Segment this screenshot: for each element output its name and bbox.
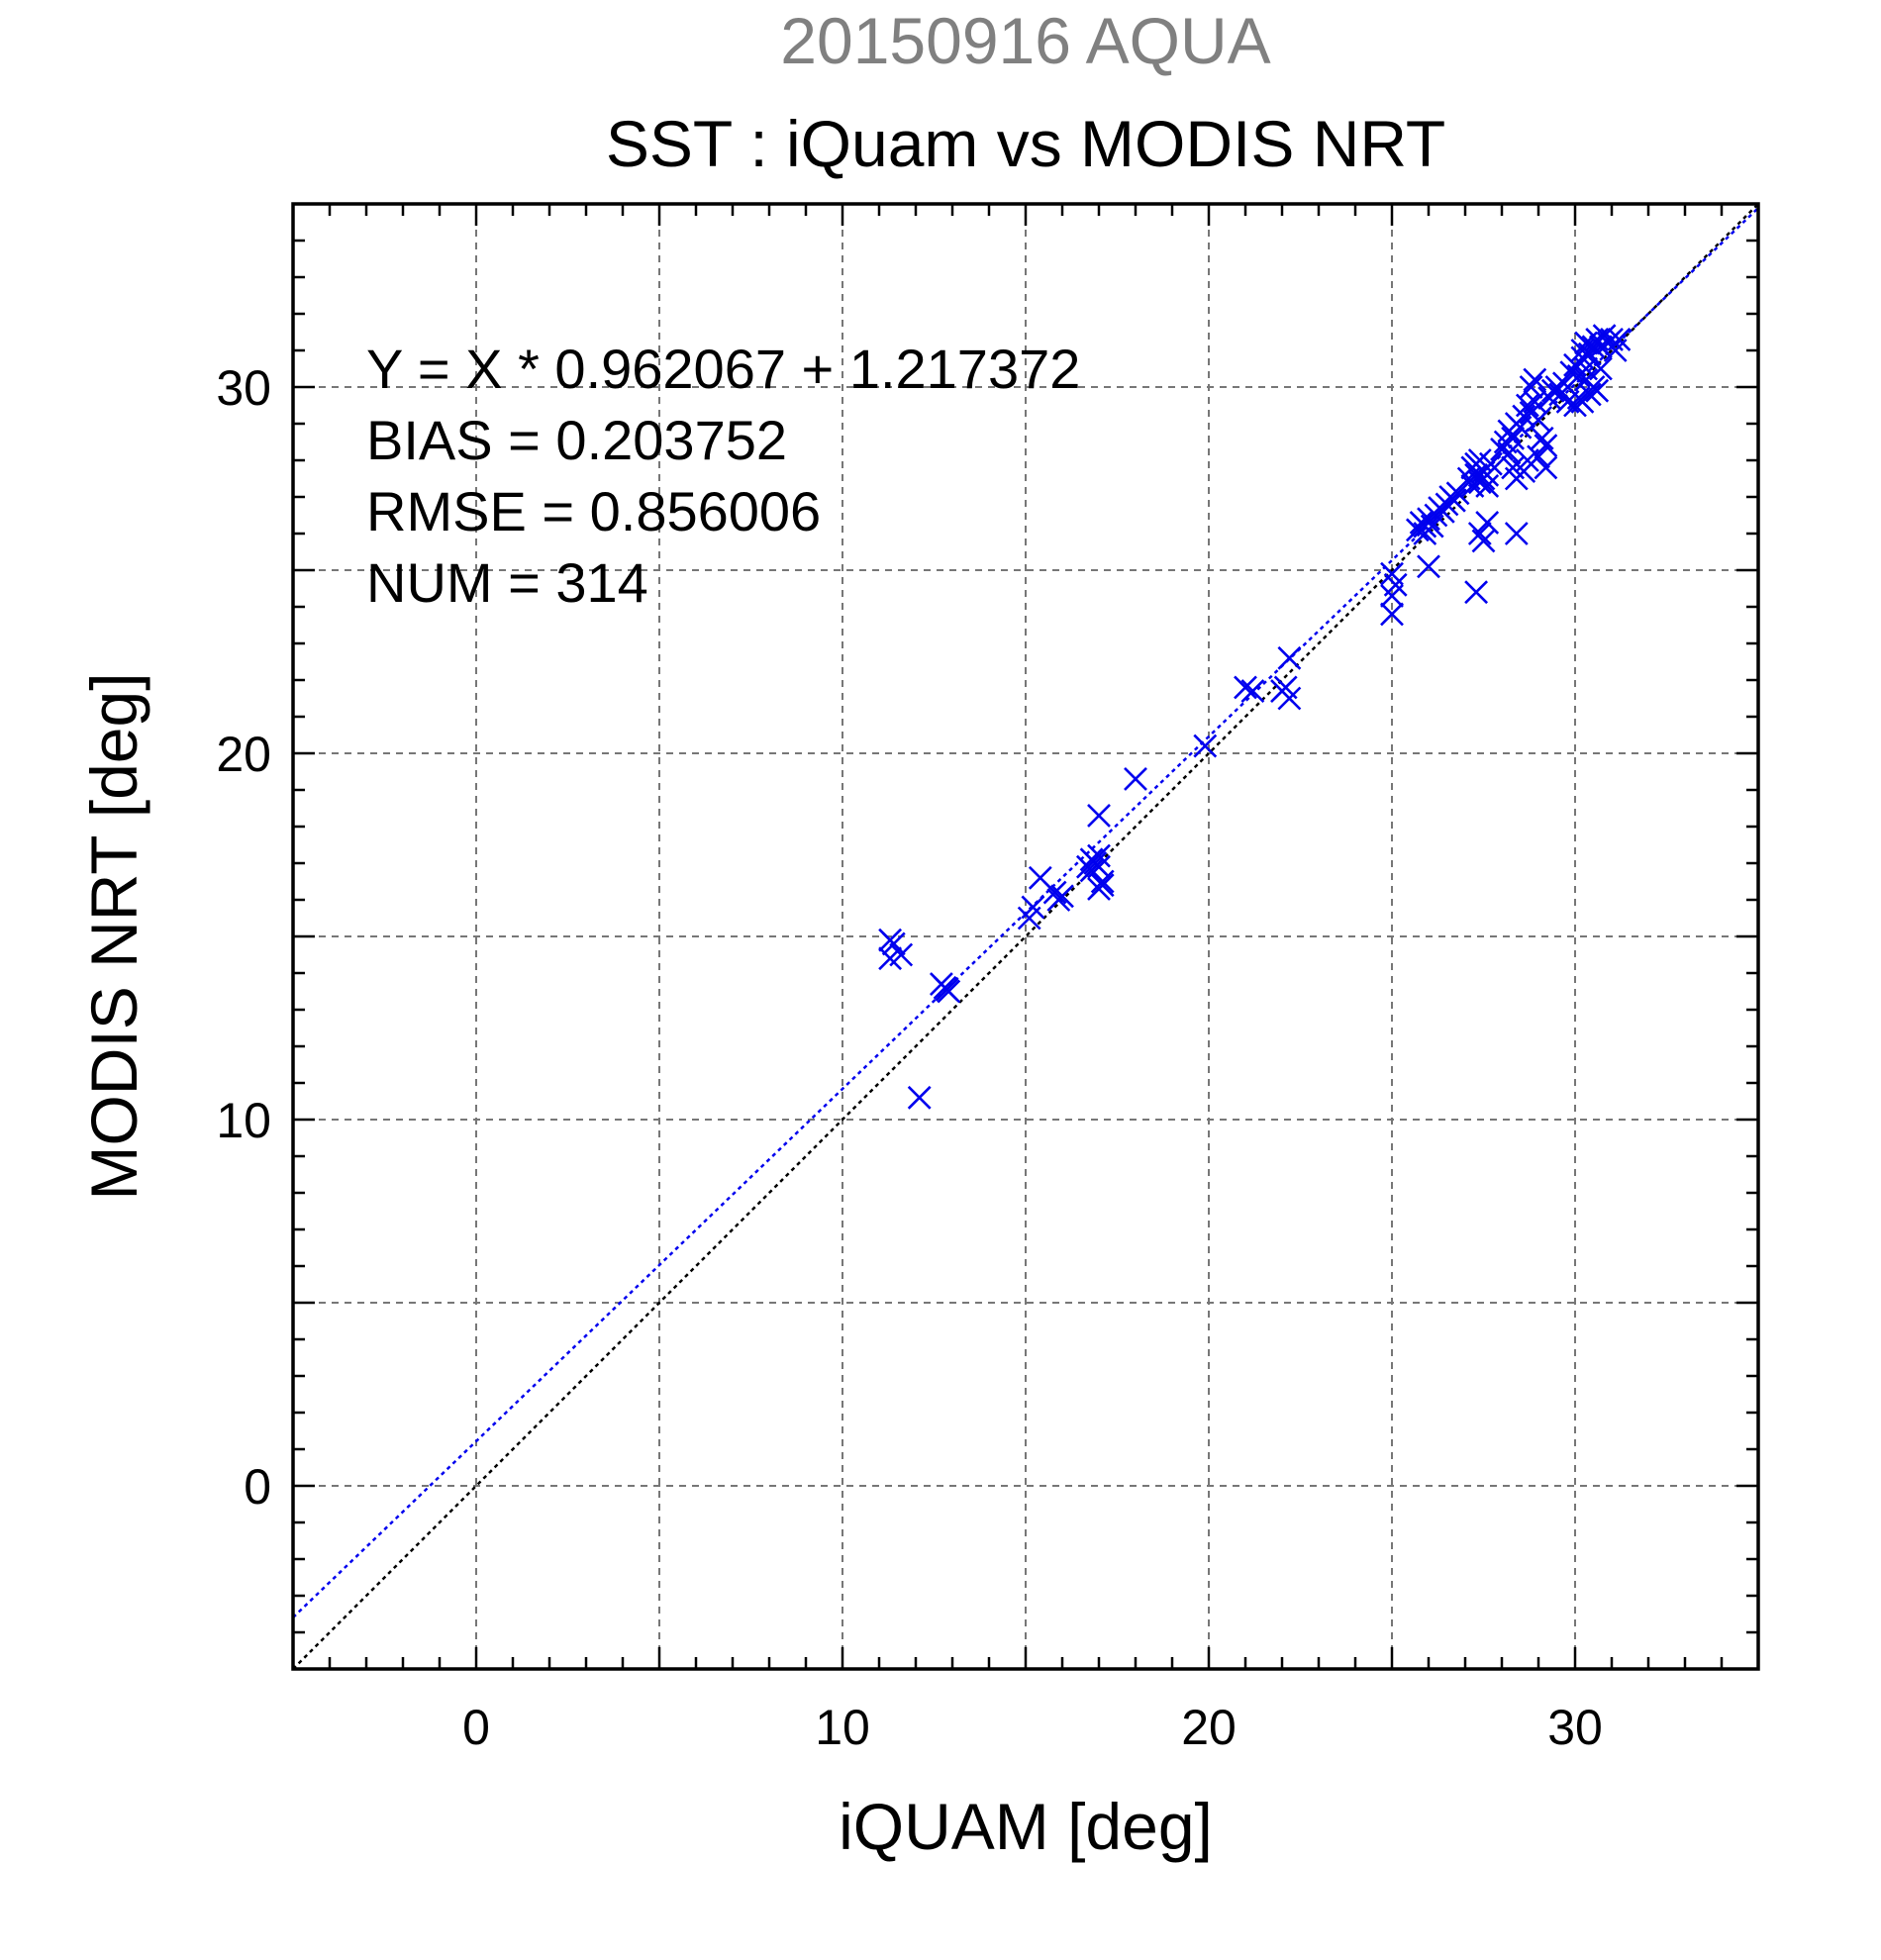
data-point: [1277, 645, 1302, 670]
data-point: [1046, 888, 1071, 912]
data-point: [1124, 766, 1147, 791]
data-point: [935, 977, 959, 1002]
data-point: [1515, 393, 1539, 418]
y-axis-title: MODIS NRT [deg]: [77, 672, 150, 1200]
data-point: [1417, 554, 1440, 579]
data-point: [1475, 473, 1500, 498]
x-tick-label: 20: [1181, 1700, 1237, 1755]
x-axis-title: iQUAM [deg]: [839, 1790, 1213, 1863]
data-point: [1471, 466, 1496, 491]
data-point: [1087, 876, 1111, 901]
data-point: [1090, 869, 1115, 894]
x-tick-label: 10: [815, 1700, 870, 1755]
data-point: [1087, 803, 1111, 828]
data-point: [1504, 522, 1529, 545]
data-points: [878, 324, 1632, 1110]
data-point: [907, 1085, 932, 1110]
data-point: [1413, 522, 1437, 545]
data-point: [1445, 481, 1470, 506]
data-point: [1467, 522, 1492, 545]
y-tick-label: 0: [244, 1459, 271, 1515]
data-point: [1464, 580, 1489, 605]
data-point: [1530, 426, 1554, 450]
data-point: [1234, 675, 1257, 700]
data-point: [1467, 448, 1492, 472]
data-point: [1021, 895, 1045, 920]
data-point: [1563, 393, 1587, 418]
rmse-value: RMSE = 0.856006: [366, 480, 821, 542]
data-point: [1592, 324, 1617, 348]
data-point: [1519, 375, 1543, 399]
data-point: [1527, 408, 1550, 433]
y-tick-label: 30: [216, 360, 271, 416]
data-point: [1497, 441, 1522, 465]
data-point: [1380, 602, 1404, 627]
chart-date-title: 20150916 AQUA: [780, 4, 1270, 77]
data-point: [1240, 679, 1265, 704]
regression-equation: Y = X * 0.962067 + 1.217372: [366, 338, 1080, 400]
data-point: [1523, 367, 1547, 392]
data-point: [1559, 360, 1584, 385]
data-point: [1527, 444, 1550, 469]
bias-value: BIAS = 0.203752: [366, 409, 787, 471]
data-point: [1501, 426, 1526, 450]
data-point: [1380, 561, 1404, 586]
y-tick-label: 10: [216, 1093, 271, 1148]
data-point: [1570, 389, 1595, 414]
data-point: [1577, 342, 1602, 366]
data-point: [1441, 488, 1466, 513]
data-point: [881, 931, 906, 956]
data-point: [1574, 356, 1599, 381]
data-point: [1273, 675, 1298, 700]
data-point: [1607, 327, 1632, 351]
data-point: [1087, 854, 1111, 879]
stats-box: Y = X * 0.962067 + 1.217372 BIAS = 0.203…: [366, 338, 1080, 614]
data-point: [1534, 455, 1558, 480]
data-point: [1471, 529, 1496, 553]
data-point: [1523, 389, 1547, 414]
plot-frame: [291, 202, 1760, 1671]
data-point: [1534, 434, 1558, 458]
x-tick-label: 0: [462, 1700, 490, 1755]
data-point: [1042, 880, 1067, 905]
tick-labels: 0 0 10 10 20 20 30 30: [216, 360, 1602, 1755]
x-tick-label: 30: [1547, 1700, 1603, 1755]
y-tick-label: 20: [216, 727, 271, 782]
data-point: [889, 942, 914, 967]
chart-title: SST : iQuam vs MODIS NRT: [606, 107, 1445, 180]
num-value: NUM = 314: [366, 551, 648, 614]
data-point: [1475, 510, 1500, 535]
data-point: [1193, 734, 1218, 758]
axis-ticks: [291, 202, 1760, 1671]
data-point: [1585, 378, 1610, 403]
